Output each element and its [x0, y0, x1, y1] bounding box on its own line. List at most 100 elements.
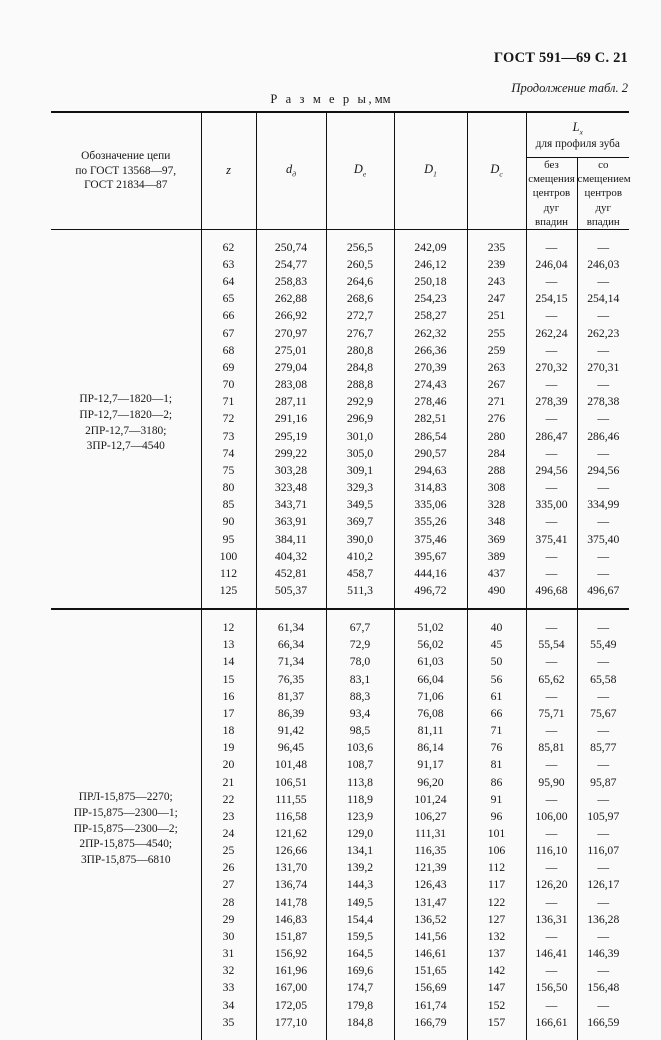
table-cell: 83,1 [325, 670, 394, 688]
table-cell: 137 [466, 945, 526, 963]
table-cell: 262,32 [393, 324, 467, 342]
table-cell: 280,8 [325, 341, 394, 359]
table-cell: 71,06 [393, 687, 467, 705]
table-cell-empty: — [576, 547, 630, 565]
table-cell: 375,41 [525, 530, 577, 548]
table-cell: 410,2 [325, 547, 394, 565]
header-lx-subscript: x [579, 127, 583, 137]
header-chain-designation-line1: Обозначение цепи [81, 150, 171, 163]
table-cell: 242,09 [393, 238, 467, 257]
table-cell: 13 [200, 636, 256, 654]
table-cell: 292,9 [325, 393, 394, 411]
table-cell: 85,77 [576, 739, 630, 757]
table-cell: 65,58 [576, 670, 630, 688]
table-cell: 161,74 [393, 996, 467, 1014]
table-cell-empty: — [525, 410, 577, 428]
table-cell-empty: — [525, 376, 577, 394]
table-cell: 103,6 [325, 739, 394, 757]
header-de-symbol: D [353, 162, 363, 177]
table-cell: 258,83 [255, 273, 326, 291]
table-cell: 105,97 [576, 807, 630, 826]
table-cell: 272,7 [325, 307, 394, 325]
table-cell: 262,23 [576, 324, 630, 342]
table-cell: 132 [466, 927, 526, 946]
table-cell: 496,68 [525, 581, 577, 600]
table-cell-empty: — [525, 273, 577, 291]
table-cell: 254,77 [255, 256, 326, 274]
table-cell-empty: — [576, 927, 630, 946]
table-cell: 73 [200, 427, 256, 445]
header-chain-designation-line3: ГОСТ 21834—87 [84, 179, 168, 192]
table-cell: 395,67 [393, 547, 467, 565]
table-cell: 50 [466, 653, 526, 671]
header-chain-designation-line2: по ГОСТ 13568—97, [75, 164, 177, 177]
table-cell: 266,92 [255, 307, 326, 325]
table-cell: 136,31 [525, 910, 577, 928]
table-cell: 283,08 [255, 376, 326, 394]
table-cell: 96,45 [255, 739, 326, 757]
table-cell: 56,02 [393, 636, 467, 654]
chain-designation-line: 2ПР-15,875—4540; [79, 838, 173, 851]
table-cell: 31 [200, 945, 256, 963]
table-cell: 254,14 [576, 290, 630, 308]
table-cell: 369 [466, 530, 526, 548]
table-row: 95 384,11 390,0 375,46 369 375,41 375,40 [51, 530, 630, 548]
table-cell: 21 [200, 773, 256, 791]
table-cell: 284 [466, 444, 526, 462]
table-cell: 286,54 [393, 427, 467, 445]
table-cell: 275,01 [255, 341, 326, 359]
block-spacer-cell [51, 229, 201, 239]
table-cell: 246,12 [393, 256, 467, 274]
table-cell: 33 [200, 979, 256, 997]
table-row: 25 126,66 134,1 116,35 106 116,10 116,07 [51, 842, 630, 860]
table-cell: 123,9 [325, 807, 394, 826]
header-dd-subscript: д [292, 169, 296, 179]
table-cell: 146,61 [393, 945, 467, 963]
table-cell-empty: — [576, 479, 630, 497]
block-spacer-cell [325, 609, 394, 620]
table-cell: 74 [200, 444, 256, 462]
table-cell: 335,00 [525, 496, 577, 514]
header-lx-without-line2: смещения [528, 173, 575, 186]
table-cell: 112 [200, 564, 256, 582]
table-cell: 27 [200, 876, 256, 894]
table-row: 29 146,83 154,4 136,52 127 136,31 136,28 [51, 910, 630, 928]
table-cell: 70 [200, 376, 256, 394]
table-cell: 254,23 [393, 290, 467, 308]
header-d1-symbol: D [424, 162, 434, 177]
table-cell: 375,40 [576, 530, 630, 548]
table-cell-empty: — [576, 722, 630, 740]
table-cell-empty: — [525, 653, 577, 671]
table-cell: 294,56 [525, 461, 577, 480]
table-cell: 164,5 [325, 945, 394, 963]
table-cell-empty: — [576, 307, 630, 325]
table-cell: 129,0 [325, 825, 394, 843]
table-row: 63 254,77 260,5 246,12 239 246,04 246,03 [51, 256, 630, 274]
table-cell: 329,3 [325, 479, 394, 497]
table-cell: 20 [200, 756, 256, 774]
block-spacer-cell [255, 229, 326, 239]
table-row: 69 279,04 284,8 270,39 263 270,32 270,31 [51, 358, 630, 377]
table-cell: 266,36 [393, 341, 467, 359]
chain-designation-line: ПРЛ-15,875—2270; [78, 791, 173, 804]
table-cell: 166,61 [525, 1013, 577, 1031]
table-cell: 126,66 [255, 842, 326, 860]
table-cell: 294,56 [576, 461, 630, 480]
table-cell: 64 [200, 273, 256, 291]
table-cell-empty: — [525, 893, 577, 911]
table-cell: 122 [466, 893, 526, 911]
table-cell: 174,7 [325, 979, 394, 997]
header-dd-symbol: d [286, 162, 293, 177]
table-cell: 26 [200, 859, 256, 877]
header-z-symbol: z [226, 162, 231, 177]
table-cell: 28 [200, 893, 256, 911]
table-cell: 25 [200, 842, 256, 860]
table-cell: 86,39 [255, 704, 326, 723]
table-cell: 85,81 [525, 739, 577, 757]
header-dc: Dc [466, 110, 526, 230]
table-cell: 136,28 [576, 910, 630, 928]
table-cell: 278,46 [393, 393, 467, 411]
table-cell: 134,1 [325, 842, 394, 860]
table-cell: 384,11 [255, 530, 326, 548]
table-cell: 496,67 [576, 581, 630, 600]
